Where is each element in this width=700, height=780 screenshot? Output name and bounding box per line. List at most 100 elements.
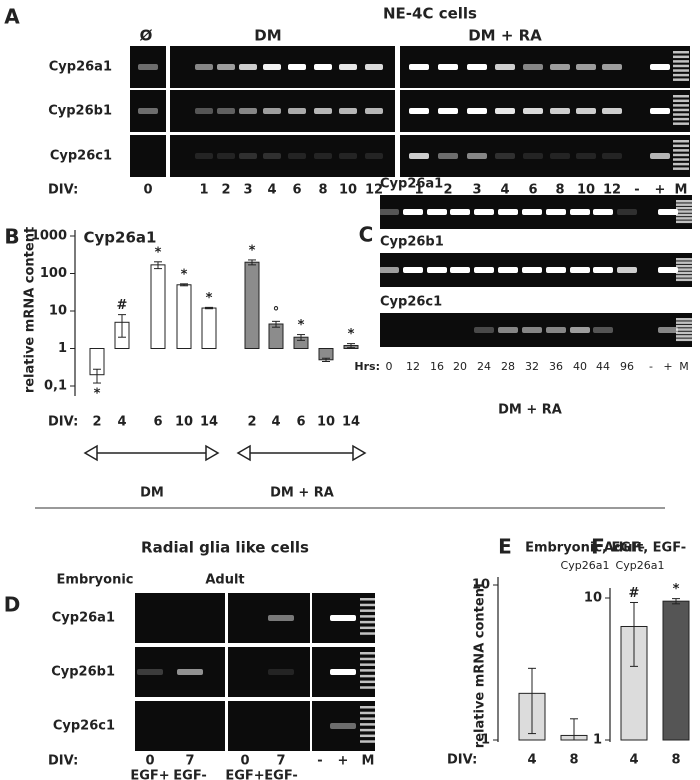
label: relative mRNA content xyxy=(23,227,38,393)
band xyxy=(576,64,596,70)
label: M xyxy=(679,360,689,373)
label: 12 xyxy=(406,360,420,373)
gel xyxy=(228,593,310,643)
error-bar xyxy=(272,320,280,328)
band xyxy=(288,108,306,114)
label: Cyp26c1 xyxy=(380,295,442,310)
ladder-band xyxy=(676,220,692,224)
label: 14 xyxy=(200,415,218,430)
label: 2 xyxy=(92,415,101,430)
label: DM xyxy=(254,27,281,45)
band xyxy=(650,153,670,159)
band xyxy=(239,153,257,159)
label: 32 xyxy=(525,360,539,373)
label: - xyxy=(634,183,639,198)
label: NE-4C cells xyxy=(383,5,477,23)
ladder-band xyxy=(676,210,692,213)
label: Embryonic xyxy=(57,573,134,588)
band xyxy=(570,209,590,215)
band xyxy=(474,209,494,215)
band xyxy=(379,267,399,273)
ladder-band xyxy=(360,734,376,738)
band xyxy=(365,64,383,70)
label: Cyp26c1 xyxy=(53,719,115,734)
label: 96 xyxy=(620,360,634,373)
label: 1000 xyxy=(31,229,67,244)
label: F xyxy=(591,535,605,559)
error-bar xyxy=(205,306,213,310)
label: 0 xyxy=(240,754,249,769)
ladder-band xyxy=(673,95,689,98)
label: 4 xyxy=(629,753,638,768)
error-bar xyxy=(528,667,536,735)
label: 3 xyxy=(472,183,481,198)
label: 10 xyxy=(472,578,490,593)
band xyxy=(523,64,543,70)
band xyxy=(658,209,678,215)
bar xyxy=(176,284,192,350)
label: 1 xyxy=(58,341,67,356)
label: 6 xyxy=(153,415,162,430)
ladder-band xyxy=(360,603,376,607)
gel xyxy=(135,701,225,751)
band xyxy=(263,108,281,114)
bar xyxy=(201,307,217,349)
error-bar xyxy=(154,261,162,270)
label: 2 xyxy=(247,415,256,430)
error-bar xyxy=(347,343,355,349)
label: C xyxy=(359,223,374,247)
label: 4 xyxy=(271,415,280,430)
gel xyxy=(130,135,166,177)
band xyxy=(138,108,158,114)
label: 8 xyxy=(569,753,578,768)
ladder-band xyxy=(676,261,692,264)
ladder-band xyxy=(360,632,376,635)
band xyxy=(467,108,487,114)
ladder-band xyxy=(676,335,692,338)
band xyxy=(239,108,257,114)
band xyxy=(239,64,257,70)
label: Embryonic, EGF- xyxy=(525,541,645,556)
label: DIV: xyxy=(48,183,78,198)
label: * xyxy=(249,243,256,258)
label: 6 xyxy=(292,183,301,198)
band xyxy=(403,267,423,273)
ladder-band xyxy=(673,162,689,166)
ladder-band xyxy=(360,706,376,709)
label: EGF- xyxy=(264,769,297,780)
band xyxy=(263,153,281,159)
ladder-band xyxy=(676,331,692,335)
band xyxy=(314,108,332,114)
label: DM + RA xyxy=(498,403,562,418)
ladder-band xyxy=(360,711,376,715)
band xyxy=(427,267,447,273)
ladder-band xyxy=(360,657,376,661)
ladder-band xyxy=(360,674,376,678)
label: E xyxy=(498,535,512,559)
ladder-band xyxy=(673,78,689,81)
label: DM xyxy=(140,486,164,501)
error-bar xyxy=(93,368,101,384)
band xyxy=(602,64,622,70)
bar xyxy=(150,264,166,349)
ladder-band xyxy=(676,321,692,324)
ladder-band xyxy=(673,51,689,54)
label: Cyp26a1 xyxy=(616,559,665,572)
label: DM + RA xyxy=(270,486,334,501)
label: 12 xyxy=(603,183,621,198)
ladder-band xyxy=(676,318,692,321)
band xyxy=(602,108,622,114)
band xyxy=(546,267,566,273)
ladder-band xyxy=(676,264,692,268)
label: + xyxy=(655,183,666,198)
ladder-band xyxy=(673,144,689,148)
label: 6 xyxy=(296,415,305,430)
ladder-band xyxy=(676,275,692,278)
label: M xyxy=(675,183,688,198)
band xyxy=(498,267,518,273)
label: 10 xyxy=(175,415,193,430)
label: DM + RA xyxy=(468,27,542,45)
band xyxy=(474,267,494,273)
ladder-band xyxy=(673,149,689,152)
label: 0 xyxy=(145,754,154,769)
